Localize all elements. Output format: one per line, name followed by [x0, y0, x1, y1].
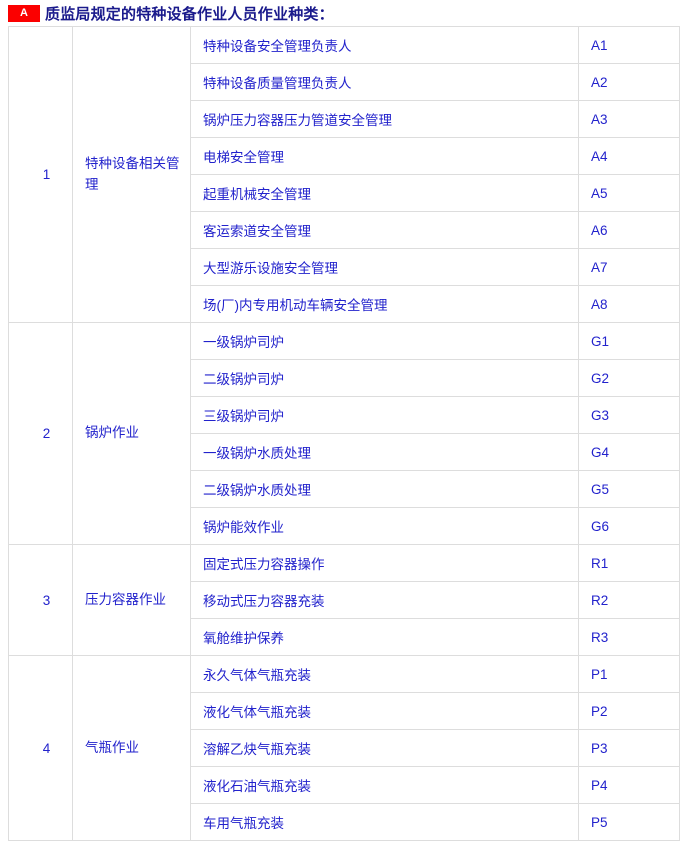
section-index-cell: 4: [8, 655, 73, 841]
occupation-code-cell: R1: [578, 544, 680, 582]
table-row: 场(厂)内专用机动车辆安全管理 A8: [9, 285, 680, 323]
occupation-code-cell: P2: [578, 692, 680, 730]
table-row: 溶解乙炔气瓶充装 P3: [9, 729, 680, 767]
occupation-code-cell: A4: [578, 137, 680, 175]
table-row: 液化气体气瓶充装 P2: [9, 692, 680, 730]
occupation-code-cell: A7: [578, 248, 680, 286]
table-row: 大型游乐设施安全管理 A7: [9, 248, 680, 286]
section-category-cell: 气瓶作业: [72, 655, 191, 841]
table-row: 三级锅炉司炉 G3: [9, 396, 680, 434]
table-row: 液化石油气瓶充装 P4: [9, 766, 680, 804]
occupation-name-cell: 电梯安全管理: [190, 137, 579, 175]
occupation-code-cell: P5: [578, 803, 680, 841]
occupation-code-cell: G4: [578, 433, 680, 471]
occupation-name-cell: 一级锅炉水质处理: [190, 433, 579, 471]
occupation-code-cell: P1: [578, 655, 680, 693]
table-row: 起重机械安全管理 A5: [9, 174, 680, 212]
occupation-name-cell: 溶解乙炔气瓶充装: [190, 729, 579, 767]
occupation-code-cell: P3: [578, 729, 680, 767]
occupation-name-cell: 液化气体气瓶充装: [190, 692, 579, 730]
occupation-name-cell: 车用气瓶充装: [190, 803, 579, 841]
occupation-code-cell: G1: [578, 322, 680, 360]
occupation-code-cell: A8: [578, 285, 680, 323]
occupation-name-cell: 锅炉压力容器压力管道安全管理: [190, 100, 579, 138]
page-title: 质监局规定的特种设备作业人员作业种类：: [45, 5, 334, 23]
occupation-name-cell: 一级锅炉司炉: [190, 322, 579, 360]
table-body: 1 特种设备相关管理 特种设备安全管理负责人 A1 特种设备质量管理负责人 A2 锅炉压力容…: [8, 26, 680, 841]
section-marker-badge: A: [8, 4, 40, 22]
table-row: 移动式压力容器充装 R2: [9, 581, 680, 619]
occupation-categories-table: 1 特种设备相关管理 特种设备安全管理负责人 A1 特种设备质量管理负责人 A2 锅炉压力容…: [8, 26, 680, 841]
table-row: 二级锅炉司炉 G2: [9, 359, 680, 397]
occupation-name-cell: 永久气体气瓶充装: [190, 655, 579, 693]
occupation-code-cell: A6: [578, 211, 680, 249]
occupation-code-cell: G3: [578, 396, 680, 434]
occupation-name-cell: 氧舱维护保养: [190, 618, 579, 656]
table-row: 客运索道安全管理 A6: [9, 211, 680, 249]
occupation-name-cell: 客运索道安全管理: [190, 211, 579, 249]
table-row: 2 锅炉作业 一级锅炉司炉 G1: [8, 322, 680, 545]
occupation-code-cell: G2: [578, 359, 680, 397]
occupation-name-cell: 特种设备安全管理负责人: [190, 26, 579, 64]
occupation-name-cell: 特种设备质量管理负责人: [190, 63, 579, 101]
table-row: 4 气瓶作业 永久气体气瓶充装 P1: [8, 655, 680, 841]
occupation-code-cell: A2: [578, 63, 680, 101]
table-row: 特种设备质量管理负责人 A2: [9, 63, 680, 101]
occupation-code-cell: G6: [578, 507, 680, 545]
table-row: 锅炉能效作业 G6: [9, 507, 680, 545]
section-category-cell: 压力容器作业: [72, 544, 191, 656]
occupation-name-cell: 二级锅炉司炉: [190, 359, 579, 397]
table-row: 车用气瓶充装 P5: [9, 803, 680, 841]
table-row: 1 特种设备相关管理 特种设备安全管理负责人 A1: [8, 26, 680, 323]
occupation-code-cell: R2: [578, 581, 680, 619]
section-index-cell: 2: [8, 322, 73, 545]
occupation-name-cell: 起重机械安全管理: [190, 174, 579, 212]
table-row: 一级锅炉水质处理 G4: [9, 433, 680, 471]
occupation-code-cell: A5: [578, 174, 680, 212]
table-row: 二级锅炉水质处理 G5: [9, 470, 680, 508]
occupation-name-cell: 场(厂)内专用机动车辆安全管理: [190, 285, 579, 323]
page-header: A 质监局规定的特种设备作业人员作业种类：: [0, 0, 689, 26]
occupation-name-cell: 大型游乐设施安全管理: [190, 248, 579, 286]
occupation-code-cell: R3: [578, 618, 680, 656]
table-row: 3 压力容器作业 固定式压力容器操作 R1: [8, 544, 680, 656]
occupation-name-cell: 固定式压力容器操作: [190, 544, 579, 582]
occupation-name-cell: 二级锅炉水质处理: [190, 470, 579, 508]
occupation-code-cell: P4: [578, 766, 680, 804]
occupation-name-cell: 移动式压力容器充装: [190, 581, 579, 619]
table-container: 1 特种设备相关管理 特种设备安全管理负责人 A1 特种设备质量管理负责人 A2 锅炉压力容…: [0, 26, 689, 841]
occupation-name-cell: 液化石油气瓶充装: [190, 766, 579, 804]
occupation-code-cell: A1: [578, 26, 680, 64]
section-index-cell: 1: [8, 26, 73, 323]
section-index-cell: 3: [8, 544, 73, 656]
section-category-cell: 特种设备相关管理: [72, 26, 191, 323]
section-category-cell: 锅炉作业: [72, 322, 191, 545]
occupation-name-cell: 锅炉能效作业: [190, 507, 579, 545]
table-row: 氧舱维护保养 R3: [9, 618, 680, 656]
table-row: 电梯安全管理 A4: [9, 137, 680, 175]
occupation-code-cell: A3: [578, 100, 680, 138]
occupation-name-cell: 三级锅炉司炉: [190, 396, 579, 434]
table-row: 锅炉压力容器压力管道安全管理 A3: [9, 100, 680, 138]
occupation-code-cell: G5: [578, 470, 680, 508]
